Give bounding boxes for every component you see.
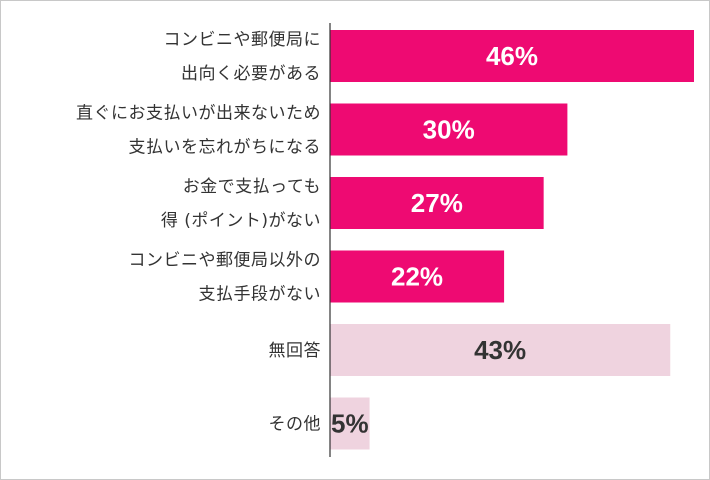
category-label-5: その他 [269, 415, 322, 435]
data-label-2: 27% [411, 188, 463, 218]
category-label-line: その他 [269, 415, 322, 435]
data-label-4: 43% [474, 335, 526, 365]
bar-4 [330, 324, 671, 376]
data-label-5: 5% [331, 409, 369, 439]
bar-1 [330, 103, 568, 156]
category-label-2: お金で支払っても得 (ポイント)がない [161, 177, 321, 231]
category-label-1: 直ぐにお支払いが出来ないため支払いを忘れがちになる [76, 104, 321, 158]
category-label-line: 得 (ポイント)がない [161, 211, 321, 231]
category-label-line: 出向く必要がある [181, 64, 321, 84]
category-label-line: 直ぐにお支払いが出来ないため [76, 104, 321, 124]
bar-3 [330, 250, 505, 303]
data-label-3: 22% [391, 262, 443, 292]
category-label-line: コンビニや郵便局に [164, 30, 322, 50]
bar-5 [330, 397, 370, 450]
category-label-line: 支払手段がない [199, 285, 322, 305]
category-label-0: コンビニや郵便局に出向く必要がある [164, 30, 322, 84]
data-label-0: 46% [486, 41, 538, 71]
category-label-line: 無回答 [269, 341, 322, 361]
data-label-1: 30% [423, 115, 475, 145]
bar-2 [330, 177, 544, 229]
category-label-line: コンビニや郵便局以外の [129, 251, 322, 271]
category-label-line: お金で支払っても [183, 177, 321, 197]
category-label-3: コンビニや郵便局以外の支払手段がない [129, 251, 322, 305]
bar-0 [330, 30, 694, 82]
category-label-4: 無回答 [269, 341, 322, 361]
category-label-line: 支払いを忘れがちになる [129, 138, 322, 158]
